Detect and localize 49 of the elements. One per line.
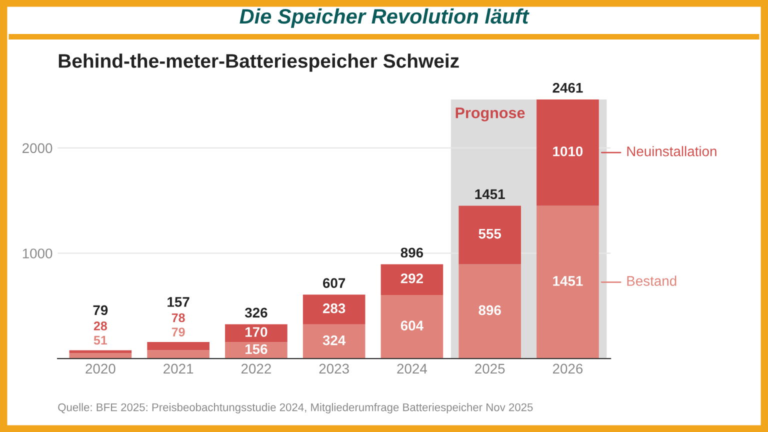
data-label: 1010 [553,146,583,156]
bar [302,324,366,359]
data-label: 170 [245,327,268,337]
bar [69,350,132,354]
total-label: 607 [323,278,346,288]
legend-label: Neuinstallation [627,146,716,156]
total-label: 2461 [552,82,583,93]
bar [147,350,210,359]
data-label: 78 [172,313,185,322]
bar [536,206,599,359]
total-label: 157 [168,297,190,307]
x-tick-label: 2021 [164,364,194,374]
y-tick-label: 1000 [22,248,52,258]
x-tick-label: 2020 [86,364,116,374]
source-note: Quelle: BFE 2025: Preisbeobachtungsstudie 2024, Mitgliederumfrage Batteriespeicher Nov 2025 [58,403,533,414]
data-label: 292 [400,273,423,284]
bar [147,342,210,350]
x-tick-label: 2026 [552,364,583,374]
data-label: 324 [322,335,346,346]
data-label: 156 [245,344,268,354]
x-tick-label: 2024 [397,364,428,374]
data-label: 28 [94,322,108,330]
bar [225,324,288,342]
x-tick-label: 2025 [475,364,505,374]
data-label: 51 [94,336,108,345]
legend-label: Bestand [627,276,676,286]
bar [536,99,599,206]
bar [458,264,521,359]
band-label: Prognose [456,108,525,122]
chart-subtitle: Die Speicher Revolution läuft [240,8,530,28]
data-label: 283 [322,303,346,314]
data-label: 604 [400,320,424,330]
x-tick-label: 2022 [241,364,271,374]
data-label: 555 [478,229,502,239]
x-tick-label: 2023 [319,364,349,374]
y-tick-label: 2000 [22,143,52,154]
bar [69,353,132,359]
data-label: 896 [478,305,501,316]
chart-title: Behind-the-meter-Batteriespeicher Schweiz [58,54,459,72]
data-label: 79 [172,328,185,336]
bar [458,206,521,264]
bar [380,294,444,359]
bar [302,294,366,324]
total-label: 1451 [475,189,505,200]
total-label: 896 [400,248,424,258]
total-label: 326 [244,308,268,318]
data-label: 1451 [553,276,583,286]
total-label: 79 [93,305,108,316]
bar [380,264,444,295]
